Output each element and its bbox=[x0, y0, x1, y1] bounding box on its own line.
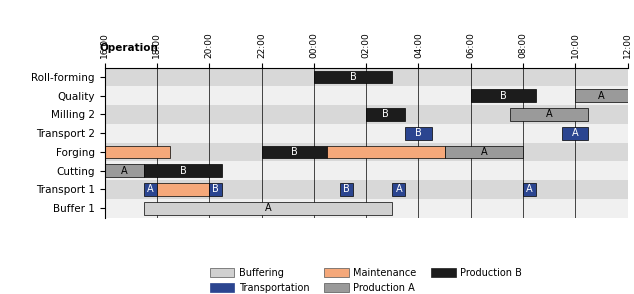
Legend: Buffering, Transportation, Maintenance, Production A, Production B: Buffering, Transportation, Maintenance, … bbox=[206, 264, 526, 294]
Bar bbox=[405, 127, 432, 140]
Text: B: B bbox=[500, 91, 507, 101]
Text: B: B bbox=[179, 166, 186, 176]
Bar bbox=[523, 183, 536, 196]
Text: A: A bbox=[526, 184, 533, 194]
Text: A: A bbox=[598, 91, 605, 101]
Bar bbox=[444, 146, 523, 158]
Text: B: B bbox=[343, 184, 350, 194]
Text: A: A bbox=[147, 184, 153, 194]
Bar bbox=[470, 89, 536, 102]
Text: A: A bbox=[265, 203, 271, 213]
Bar bbox=[157, 183, 209, 196]
Bar bbox=[209, 183, 223, 196]
Text: B: B bbox=[291, 147, 297, 157]
Bar bbox=[105, 146, 170, 158]
Bar bbox=[105, 164, 144, 177]
Text: Operation: Operation bbox=[100, 43, 158, 53]
Bar bbox=[392, 183, 405, 196]
Text: A: A bbox=[546, 109, 552, 119]
Text: A: A bbox=[572, 128, 579, 138]
Bar bbox=[105, 180, 628, 199]
Bar bbox=[576, 89, 628, 102]
Bar bbox=[105, 86, 628, 105]
Bar bbox=[105, 161, 628, 180]
Bar bbox=[340, 183, 353, 196]
Bar bbox=[105, 143, 628, 161]
Bar bbox=[327, 146, 444, 158]
Bar bbox=[144, 202, 392, 215]
Text: B: B bbox=[212, 184, 219, 194]
Text: A: A bbox=[481, 147, 487, 157]
Bar bbox=[105, 124, 628, 143]
Text: B: B bbox=[350, 72, 356, 82]
Text: A: A bbox=[396, 184, 402, 194]
Bar bbox=[366, 108, 405, 121]
Bar bbox=[105, 199, 628, 218]
Bar bbox=[144, 164, 223, 177]
Text: B: B bbox=[382, 109, 389, 119]
Bar bbox=[261, 146, 327, 158]
Bar bbox=[510, 108, 588, 121]
Bar bbox=[562, 127, 588, 140]
Text: A: A bbox=[121, 166, 127, 176]
Bar bbox=[144, 183, 157, 196]
Text: B: B bbox=[415, 128, 422, 138]
Bar bbox=[105, 68, 628, 86]
Bar bbox=[314, 71, 392, 83]
Bar bbox=[105, 105, 628, 124]
